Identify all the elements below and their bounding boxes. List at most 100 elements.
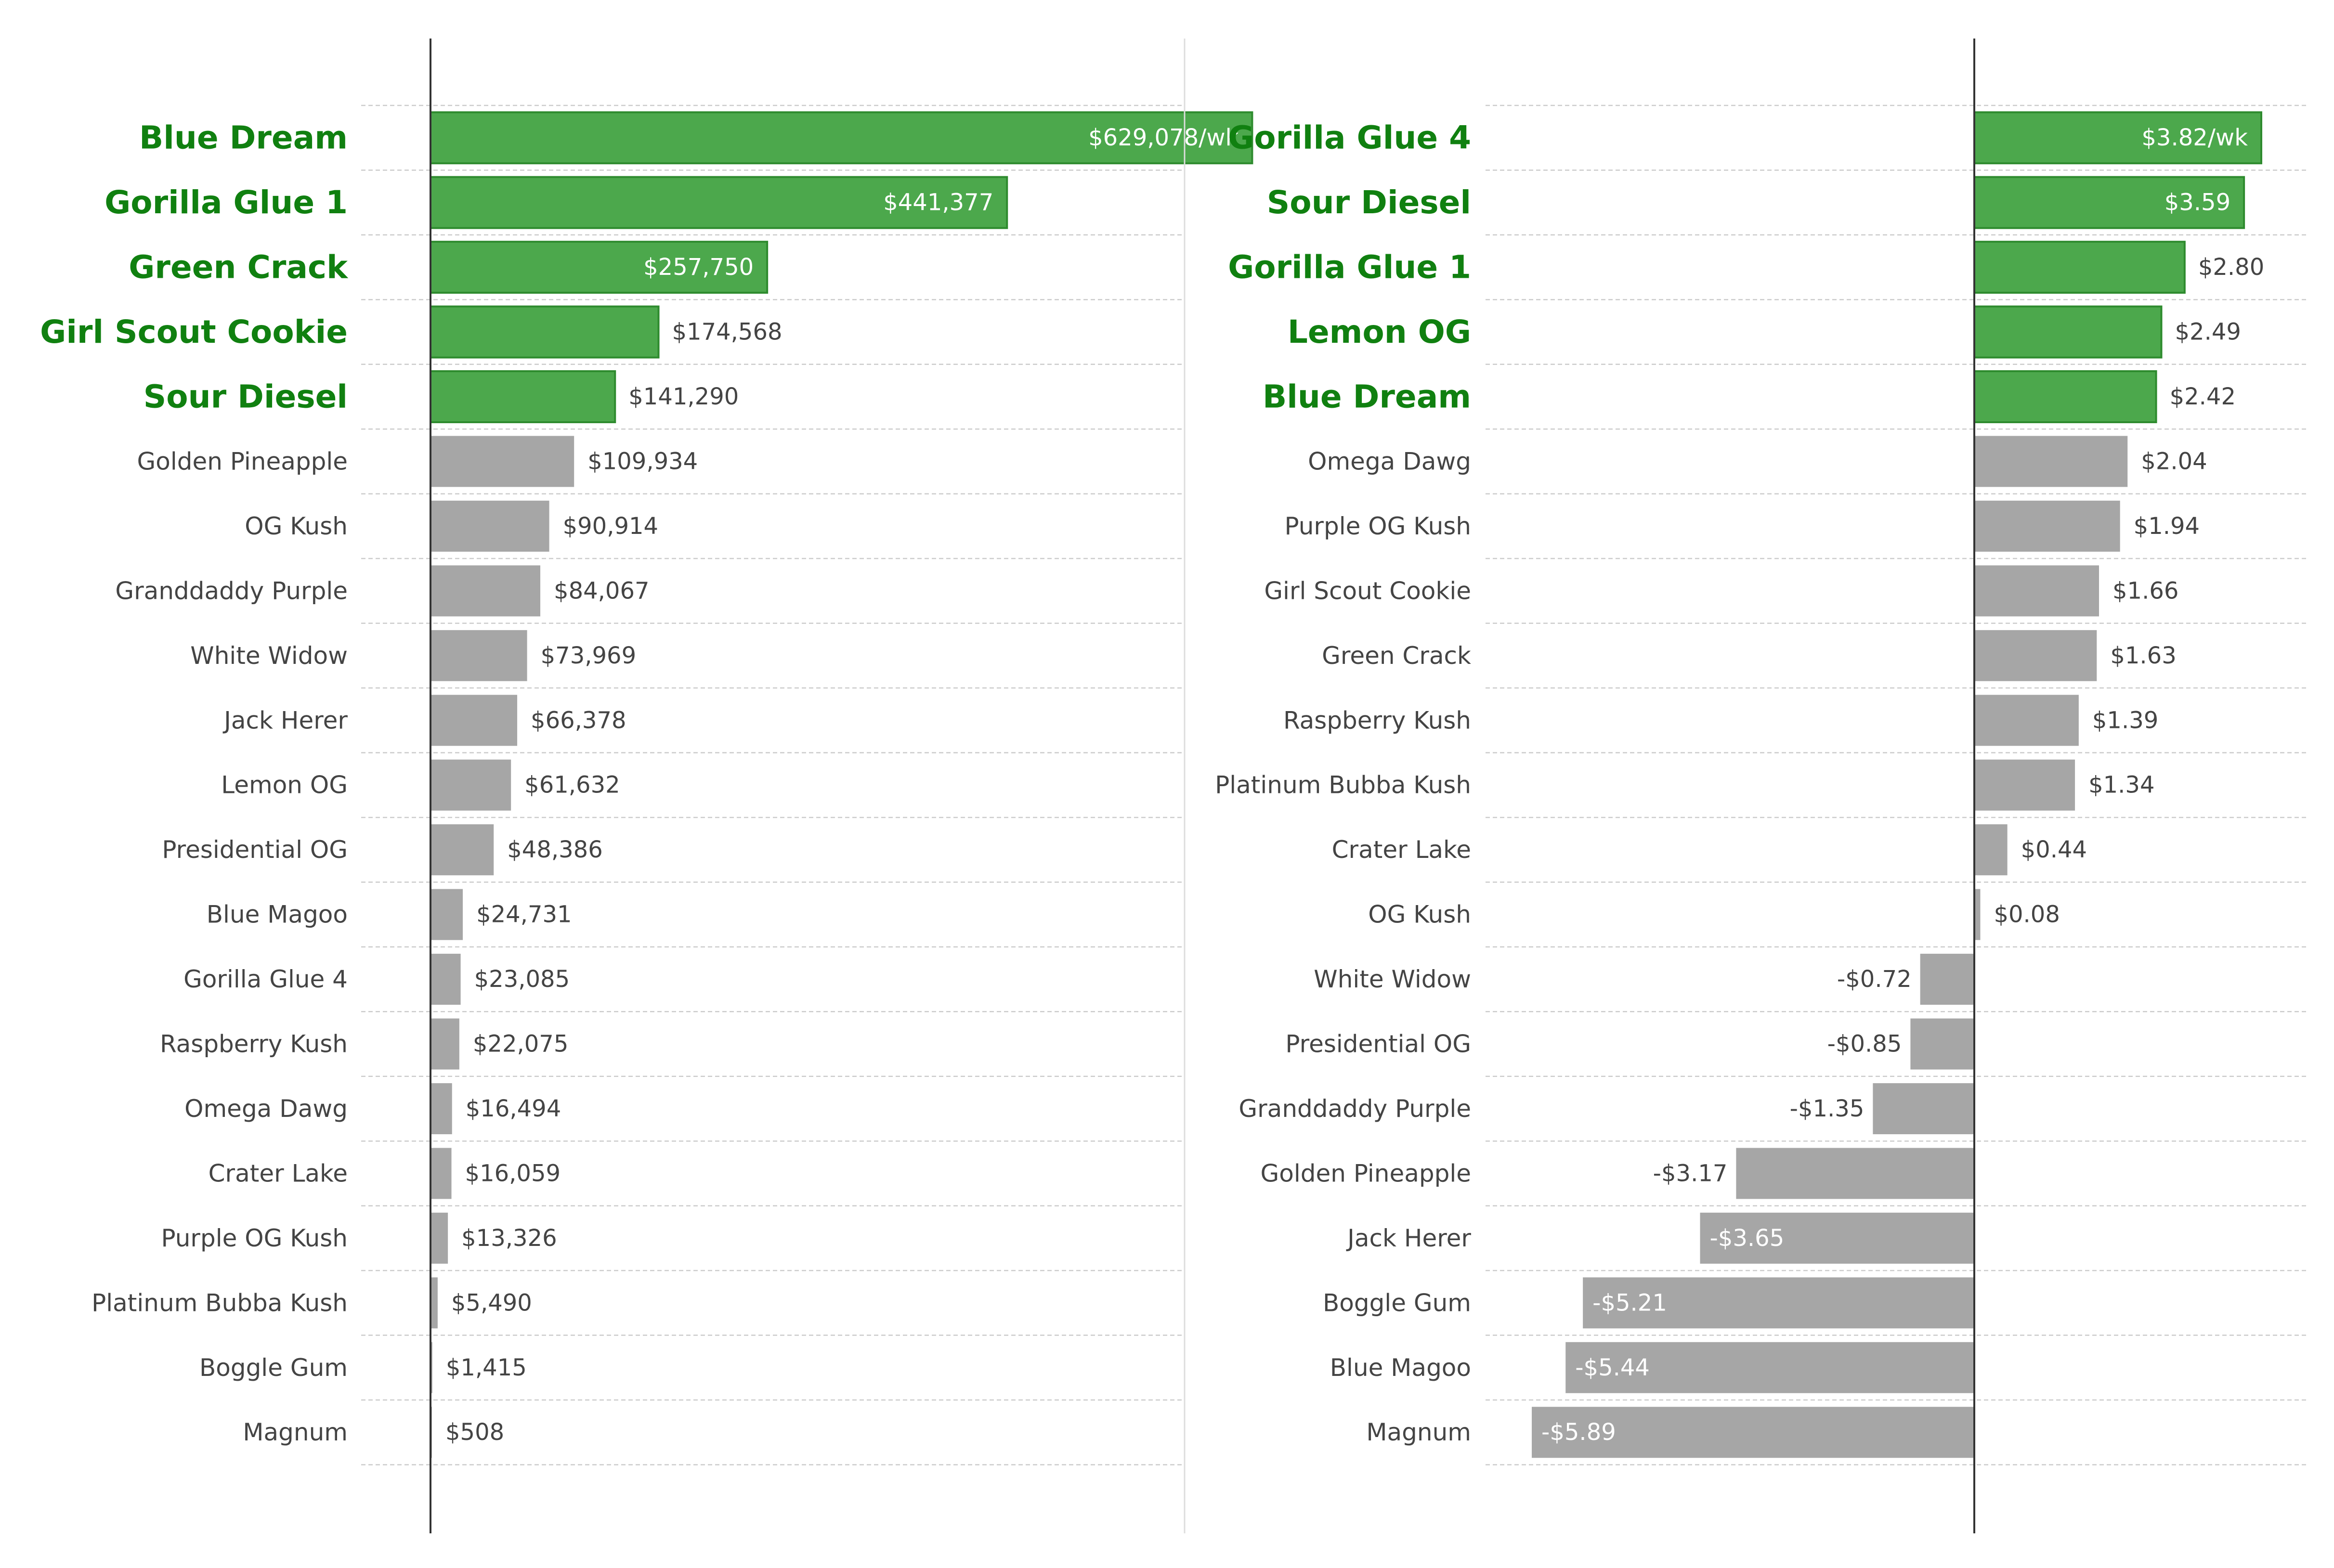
value-label: $441,377 — [883, 189, 993, 216]
value-label: $109,934 — [587, 448, 698, 475]
value-label: $1.63 — [2110, 642, 2176, 669]
bar — [430, 1148, 452, 1199]
category-label: Gorilla Glue 1 — [104, 184, 348, 221]
bar — [430, 1212, 448, 1264]
bar — [1974, 759, 2075, 811]
bar — [1973, 241, 2186, 294]
category-label: Purple OG Kush — [1284, 512, 1471, 540]
category-label: Girl Scout Cookie — [40, 313, 348, 350]
category-label: Gorilla Glue 1 — [1228, 249, 1471, 286]
bar — [430, 241, 769, 294]
bar — [430, 759, 511, 811]
value-label: $508 — [445, 1419, 504, 1446]
bar — [430, 370, 616, 424]
bar — [1974, 824, 2008, 876]
value-label: -$3.65 — [1710, 1225, 1785, 1252]
value-label: $141,290 — [628, 383, 739, 410]
category-label: Blue Dream — [139, 119, 348, 156]
bar — [1700, 1212, 1974, 1264]
bar — [1920, 954, 1974, 1005]
value-label: $13,326 — [461, 1225, 557, 1252]
value-label: $3.59 — [2164, 189, 2230, 216]
category-label: Green Crack — [129, 249, 349, 286]
category-label: Sour Diesel — [143, 378, 348, 415]
value-label: $2.80 — [2198, 254, 2264, 281]
value-label: $1,415 — [446, 1354, 527, 1381]
category-label: Platinum Bubba Kush — [1215, 771, 1471, 799]
bar — [430, 1018, 459, 1070]
category-label: Girl Scout Cookie — [1264, 577, 1471, 605]
value-label: $22,075 — [473, 1031, 569, 1058]
value-label: -$1.35 — [1790, 1095, 1865, 1122]
bar — [1873, 1083, 1974, 1134]
value-label: $73,969 — [541, 642, 637, 669]
bar — [430, 630, 527, 681]
category-label: Blue Magoo — [1330, 1354, 1471, 1382]
bar — [1974, 500, 2120, 552]
category-label: Omega Dawg — [184, 1095, 348, 1123]
category-label: Blue Magoo — [207, 901, 348, 929]
category-label: Lemon OG — [1288, 313, 1471, 350]
category-label: Boggle Gum — [199, 1354, 348, 1382]
value-label: $5,490 — [451, 1289, 532, 1316]
category-label: Green Crack — [1322, 642, 1471, 670]
category-label: Golden Pineapple — [1261, 1159, 1471, 1187]
category-label: Magnum — [1366, 1418, 1471, 1446]
category-label: Golden Pineapple — [137, 447, 348, 475]
value-label: $84,067 — [554, 577, 650, 604]
value-label: -$5.89 — [1541, 1419, 1616, 1446]
category-label: OG Kush — [245, 512, 348, 540]
value-label: $629,078/wk — [1088, 124, 1239, 151]
category-label: OG Kush — [1368, 901, 1471, 929]
bar — [1532, 1407, 1974, 1458]
bar — [1974, 630, 2097, 681]
value-label: $0.44 — [2021, 836, 2087, 863]
bar — [1973, 176, 2245, 229]
value-label: -$3.17 — [1653, 1160, 1728, 1187]
value-label: $16,494 — [466, 1095, 561, 1122]
value-label: $2.42 — [2170, 383, 2236, 410]
bar — [1974, 565, 2099, 617]
category-label: Presidential OG — [162, 836, 348, 864]
bar — [1974, 436, 2128, 487]
category-label: Sour Diesel — [1267, 184, 1471, 221]
value-label: -$0.85 — [1827, 1031, 1902, 1058]
bar — [430, 111, 1253, 165]
category-label: Omega Dawg — [1308, 447, 1471, 475]
category-label: Jack Herer — [1346, 1224, 1471, 1252]
category-label: Crater Lake — [209, 1159, 348, 1187]
value-label: -$5.44 — [1575, 1354, 1650, 1381]
bar — [430, 305, 660, 359]
value-label: -$5.21 — [1592, 1289, 1667, 1316]
bar — [1973, 370, 2157, 424]
category-label: Purple OG Kush — [161, 1224, 348, 1252]
value-label: $90,914 — [563, 513, 659, 540]
value-label: $66,378 — [531, 707, 626, 734]
category-label: Gorilla Glue 4 — [183, 965, 348, 993]
bar — [1973, 305, 2163, 359]
bar — [430, 695, 518, 746]
category-label: Raspberry Kush — [1283, 706, 1471, 734]
bar — [1910, 1018, 1974, 1070]
bar — [430, 565, 541, 617]
value-label: $1.66 — [2112, 577, 2178, 604]
category-label: White Widow — [1314, 965, 1471, 993]
bar — [430, 889, 463, 940]
category-label: Granddaddy Purple — [1239, 1095, 1471, 1123]
value-label: $23,085 — [474, 966, 570, 993]
panel-weekly-revenue: Blue Dream $629,078/wk Gorilla Glue 1 $441,… — [40, 39, 1253, 1533]
value-label: $3.82/wk — [2141, 124, 2248, 151]
value-label: $174,568 — [672, 319, 782, 346]
value-label: $0.08 — [1994, 901, 2060, 928]
value-label: $2.04 — [2141, 448, 2207, 475]
bar — [1974, 695, 2079, 746]
category-label: Presidential OG — [1285, 1030, 1471, 1058]
bar — [430, 436, 574, 487]
value-label: $1.94 — [2134, 513, 2200, 540]
category-label: Magnum — [243, 1418, 348, 1446]
bar — [430, 1083, 452, 1134]
category-label: Jack Herer — [222, 706, 348, 734]
panel-per-unit-change: Gorilla Glue 4 $3.82/wk Sour Diesel $3.59 Go… — [1215, 39, 2307, 1533]
